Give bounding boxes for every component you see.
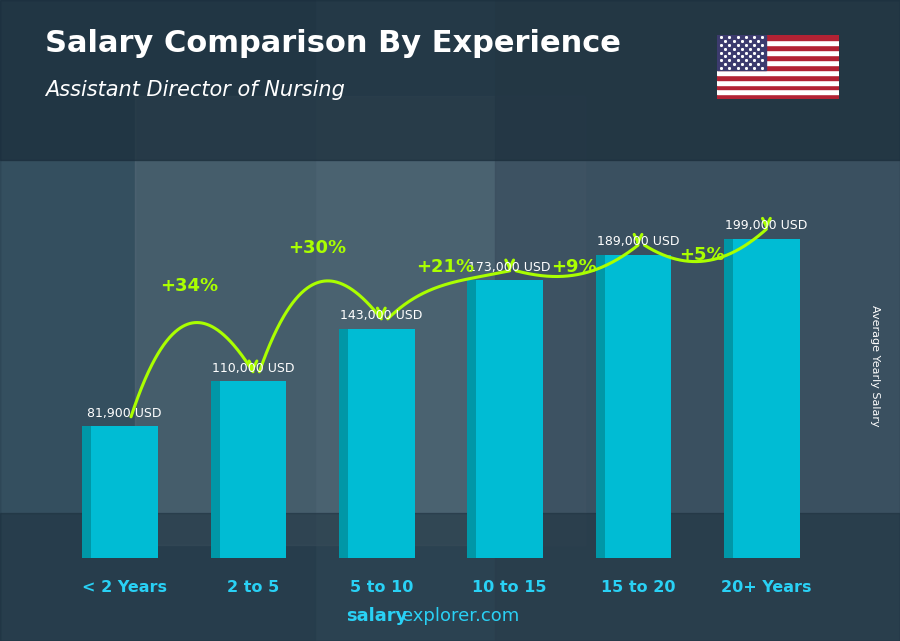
Polygon shape <box>467 281 476 558</box>
Bar <box>0 513 900 641</box>
Polygon shape <box>339 328 348 558</box>
Text: 5 to 10: 5 to 10 <box>349 580 413 595</box>
Text: +9%: +9% <box>551 258 597 276</box>
Bar <box>717 60 839 65</box>
Bar <box>733 238 800 558</box>
Bar <box>717 65 839 70</box>
Text: salary: salary <box>346 607 408 625</box>
Text: +34%: +34% <box>159 277 218 295</box>
Bar <box>605 254 671 558</box>
Text: Average Yearly Salary: Average Yearly Salary <box>869 304 880 426</box>
Bar <box>717 75 839 79</box>
Bar <box>495 0 900 641</box>
Bar <box>220 381 286 558</box>
Text: 81,900 USD: 81,900 USD <box>87 407 162 420</box>
Bar <box>717 35 766 70</box>
Bar <box>0 0 900 160</box>
Bar <box>348 328 415 558</box>
Bar <box>717 50 839 55</box>
Bar <box>135 96 585 545</box>
Text: 15 to 20: 15 to 20 <box>601 580 675 595</box>
Polygon shape <box>211 381 220 558</box>
Text: < 2 Years: < 2 Years <box>82 580 167 595</box>
Text: 143,000 USD: 143,000 USD <box>340 309 422 322</box>
Polygon shape <box>82 426 91 558</box>
Text: 20+ Years: 20+ Years <box>721 580 812 595</box>
Bar <box>717 45 839 50</box>
Bar <box>717 55 839 60</box>
Bar <box>717 70 839 75</box>
Bar <box>717 90 839 94</box>
Bar <box>476 281 543 558</box>
Bar <box>0 0 315 641</box>
Bar <box>717 94 839 99</box>
Text: explorer.com: explorer.com <box>402 607 519 625</box>
Text: +21%: +21% <box>417 258 474 276</box>
Text: 189,000 USD: 189,000 USD <box>597 235 680 248</box>
Polygon shape <box>724 238 733 558</box>
Bar <box>717 79 839 85</box>
Text: Salary Comparison By Experience: Salary Comparison By Experience <box>45 29 621 58</box>
Bar <box>717 35 839 40</box>
Bar <box>717 85 839 90</box>
Text: +5%: +5% <box>680 246 725 264</box>
Bar <box>91 426 158 558</box>
Polygon shape <box>596 254 605 558</box>
Text: 173,000 USD: 173,000 USD <box>468 261 551 274</box>
Text: 110,000 USD: 110,000 USD <box>212 362 294 375</box>
Bar <box>717 40 839 45</box>
Text: Assistant Director of Nursing: Assistant Director of Nursing <box>45 80 345 100</box>
Text: +30%: +30% <box>288 238 346 256</box>
Text: 199,000 USD: 199,000 USD <box>725 219 807 232</box>
Text: 2 to 5: 2 to 5 <box>227 580 279 595</box>
Text: 10 to 15: 10 to 15 <box>472 580 547 595</box>
